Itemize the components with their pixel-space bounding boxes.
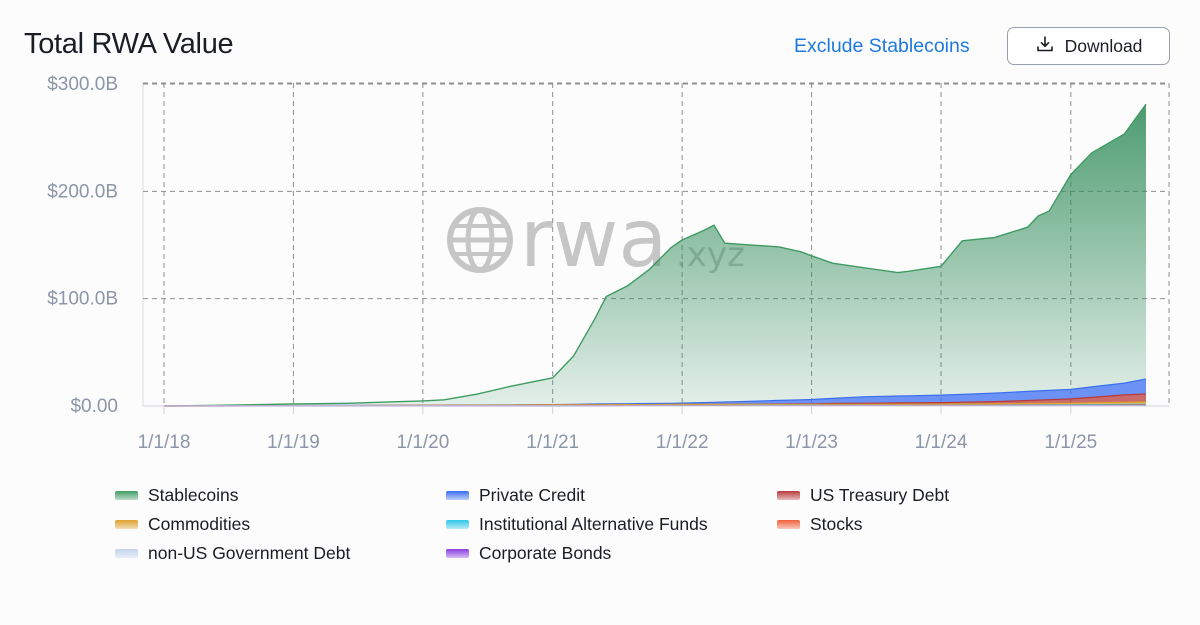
exclude-stablecoins-link[interactable]: Exclude Stablecoins: [794, 35, 970, 57]
legend-swatch: [777, 491, 800, 500]
legend-label: non-US Government Debt: [148, 543, 351, 563]
x-tick-label: 1/1/18: [138, 432, 191, 453]
x-tick-label: 1/1/22: [656, 432, 709, 453]
globe-icon: [447, 207, 513, 273]
legend-item-corporate-bonds[interactable]: Corporate Bonds: [446, 543, 611, 564]
download-label: Download: [1064, 35, 1143, 56]
legend-item-non-us-government-debt[interactable]: non-US Government Debt: [115, 543, 350, 564]
download-icon: [1035, 34, 1055, 59]
x-tick-label: 1/1/20: [396, 432, 449, 453]
legend-item-stocks[interactable]: Stocks: [777, 514, 863, 535]
legend-label: Stablecoins: [148, 485, 239, 505]
rwa-area-chart: rwa .xyz $0.00$100.0B$200.0B$300.0B1/1/1…: [47, 74, 1170, 453]
legend-swatch: [115, 520, 138, 529]
series-area-private-credit: [164, 379, 1146, 406]
download-button[interactable]: Download: [1007, 27, 1170, 65]
legend-label: Commodities: [148, 514, 251, 534]
legend-item-commodities[interactable]: Commodities: [115, 514, 250, 535]
series-line-stablecoins: [163, 103, 1147, 407]
legend-label: Corporate Bonds: [479, 543, 612, 563]
chart-title: Total RWA Value: [24, 28, 234, 60]
x-tick-label: 1/1/23: [785, 432, 838, 453]
x-tick-label: 1/1/19: [267, 432, 320, 453]
legend-item-stablecoins[interactable]: Stablecoins: [115, 485, 238, 506]
legend-item-institutional-alternative-funds[interactable]: Institutional Alternative Funds: [446, 514, 708, 535]
legend-item-us-treasury-debt[interactable]: US Treasury Debt: [777, 485, 949, 506]
x-tick-label: 1/1/25: [1044, 432, 1097, 453]
legend-swatch: [446, 491, 469, 500]
legend-swatch: [446, 549, 469, 558]
y-tick-label: $200.0B: [47, 181, 118, 202]
legend-label: Private Credit: [479, 485, 586, 505]
legend-label: Institutional Alternative Funds: [479, 514, 708, 534]
series-area-stablecoins: [164, 104, 1146, 406]
x-tick-label: 1/1/21: [526, 432, 579, 453]
axes: $0.00 $100.0B $200.0B $300.0B 1/1/18 1/1/19 1/…: [47, 74, 1169, 453]
y-tick-label: $300.0B: [47, 74, 118, 95]
y-tick-label: $100.0B: [47, 289, 118, 310]
watermark-main: rwa: [520, 192, 667, 285]
y-tick-label: $0.00: [70, 396, 118, 417]
legend-swatch: [115, 491, 138, 500]
legend-label: Stocks: [810, 514, 863, 534]
legend-swatch: [115, 549, 138, 558]
legend-swatch: [446, 520, 469, 529]
legend-swatch: [777, 520, 800, 529]
legend-item-private-credit[interactable]: Private Credit: [446, 485, 585, 506]
x-tick-label: 1/1/24: [915, 432, 968, 453]
legend-label: US Treasury Debt: [810, 485, 950, 505]
